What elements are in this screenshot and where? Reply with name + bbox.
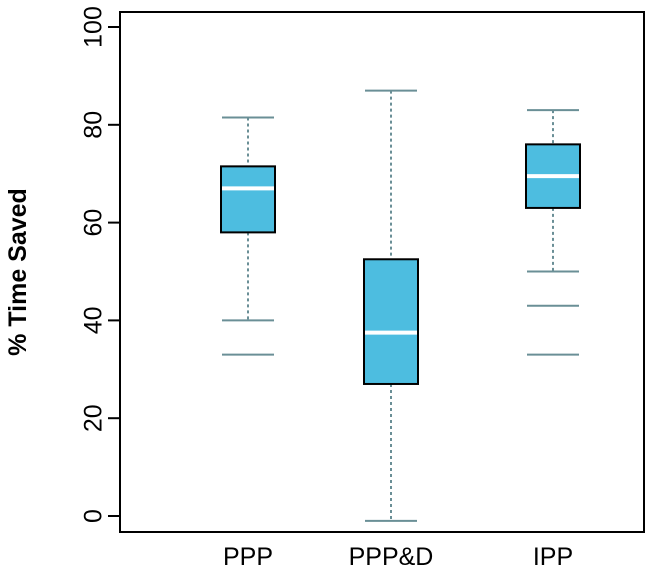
box-pppandd <box>363 258 419 385</box>
x-tick-label: PPP&D <box>349 543 434 571</box>
box-ppp <box>220 165 276 234</box>
plot-frame <box>119 11 645 533</box>
y-tick-label: 0 <box>80 509 108 523</box>
y-tick-label: 100 <box>80 6 108 48</box>
y-axis-title: % Time Saved <box>4 188 32 356</box>
y-tick-label: 20 <box>80 404 108 432</box>
x-tick-label: PPP <box>223 543 273 571</box>
x-tick-label: IPP <box>533 543 573 571</box>
y-tick-label: 80 <box>80 111 108 139</box>
y-tick-label: 60 <box>80 209 108 237</box>
y-tick-label: 40 <box>80 306 108 334</box>
